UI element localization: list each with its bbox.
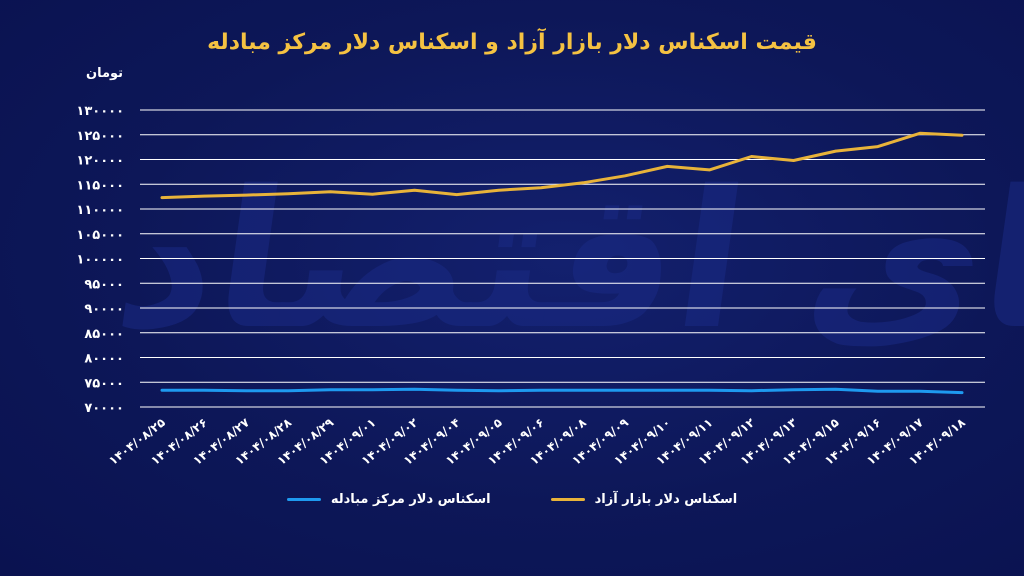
data-point: [666, 165, 669, 168]
data-point: [876, 145, 879, 148]
legend-swatch-free-market: [550, 498, 585, 501]
legend: اسکناس دلار بازار آزاد اسکناس دلار مرکز …: [0, 492, 1024, 507]
legend-label-exchange-center: اسکناس دلار مرکز مبادله: [330, 492, 491, 507]
data-point: [455, 388, 458, 392]
data-point: [329, 388, 332, 391]
legend-label-free-market: اسکناس دلار بازار آزاد: [594, 492, 738, 507]
data-point: [834, 387, 837, 391]
y-tick-label: ۱۳۰۰۰۰: [76, 104, 124, 119]
y-tick-label: ۱۰۰۰۰۰: [76, 253, 124, 268]
data-point: [497, 389, 501, 392]
data-point: [750, 389, 753, 392]
data-point: [371, 388, 374, 391]
y-tick-label: ۸۵۰۰۰: [84, 327, 124, 342]
data-point: [581, 181, 585, 184]
y-tick-label: ۸۰۰۰۰: [84, 352, 124, 367]
data-point: [623, 388, 627, 392]
y-tick-label: ۱۲۰۰۰۰: [76, 154, 124, 169]
data-point: [708, 388, 711, 392]
series-line-free-market: [160, 131, 964, 200]
data-point: [581, 388, 585, 392]
legend-swatch-exchange-center: [286, 498, 321, 501]
data-point: [287, 192, 290, 195]
legend-item-free-market: اسکناس دلار بازار آزاد: [550, 492, 738, 507]
data-point: [497, 188, 501, 192]
data-point: [792, 159, 795, 162]
y-tick-label: ۱۰۵۰۰۰: [76, 228, 124, 243]
data-point: [245, 389, 248, 392]
data-point: [918, 389, 922, 393]
data-point: [750, 155, 753, 158]
y-tick-label: ۷۵۰۰۰: [84, 376, 124, 391]
y-tick-label: ۹۰۰۰۰: [84, 302, 124, 317]
data-point: [413, 387, 416, 391]
data-point: [202, 194, 206, 198]
data-point: [160, 196, 164, 199]
y-tick-label: ۱۱۰۰۰۰: [76, 203, 124, 218]
data-point: [876, 389, 879, 393]
chart-title: قیمت اسکناس دلار بازار آزاد و اسکناس دلا…: [207, 30, 817, 55]
y-axis-unit-label: تومان: [86, 66, 124, 81]
data-point: [792, 388, 795, 391]
y-tick-label: ۱۱۵۰۰۰: [76, 178, 124, 193]
series-lines: [160, 131, 964, 395]
data-point: [160, 388, 164, 392]
series-line-exchange-center: [160, 387, 964, 395]
data-point: [623, 174, 627, 178]
data-point: [539, 388, 543, 392]
data-point: [287, 389, 290, 392]
data-point: [960, 391, 964, 394]
data-point: [413, 188, 416, 192]
data-point: [455, 193, 458, 196]
grid-lines: [140, 109, 985, 408]
data-point: [329, 190, 332, 193]
legend-item-exchange-center: اسکناس دلار مرکز مبادله: [286, 492, 491, 507]
y-tick-label: ۱۲۵۰۰۰: [76, 129, 124, 144]
data-point: [202, 388, 206, 392]
y-tick-labels: ۱۳۰۰۰۰ ۱۲۵۰۰۰ ۱۲۰۰۰۰ ۱۱۵۰۰۰ ۱۱۰۰۰۰ ۱۰۵۰۰۰ ۱۰۰۰…: [76, 104, 124, 416]
data-point: [708, 168, 711, 172]
x-tick-labels: ۱۴۰۴/۰۸/۲۵۱۴۰۴/۰۸/۲۶۱۴۰۴/۰۸/۲۷۱۴۰۴/۰۸/۲۸…: [106, 415, 968, 468]
y-tick-label: ۹۵۰۰۰: [84, 277, 124, 292]
data-point: [666, 388, 669, 392]
data-point: [960, 134, 964, 137]
data-point: [245, 193, 248, 197]
data-point: [539, 186, 543, 189]
y-tick-label: ۷۰۰۰۰: [84, 401, 124, 416]
data-point: [371, 192, 374, 196]
data-point: [834, 149, 837, 153]
data-point: [918, 132, 922, 135]
